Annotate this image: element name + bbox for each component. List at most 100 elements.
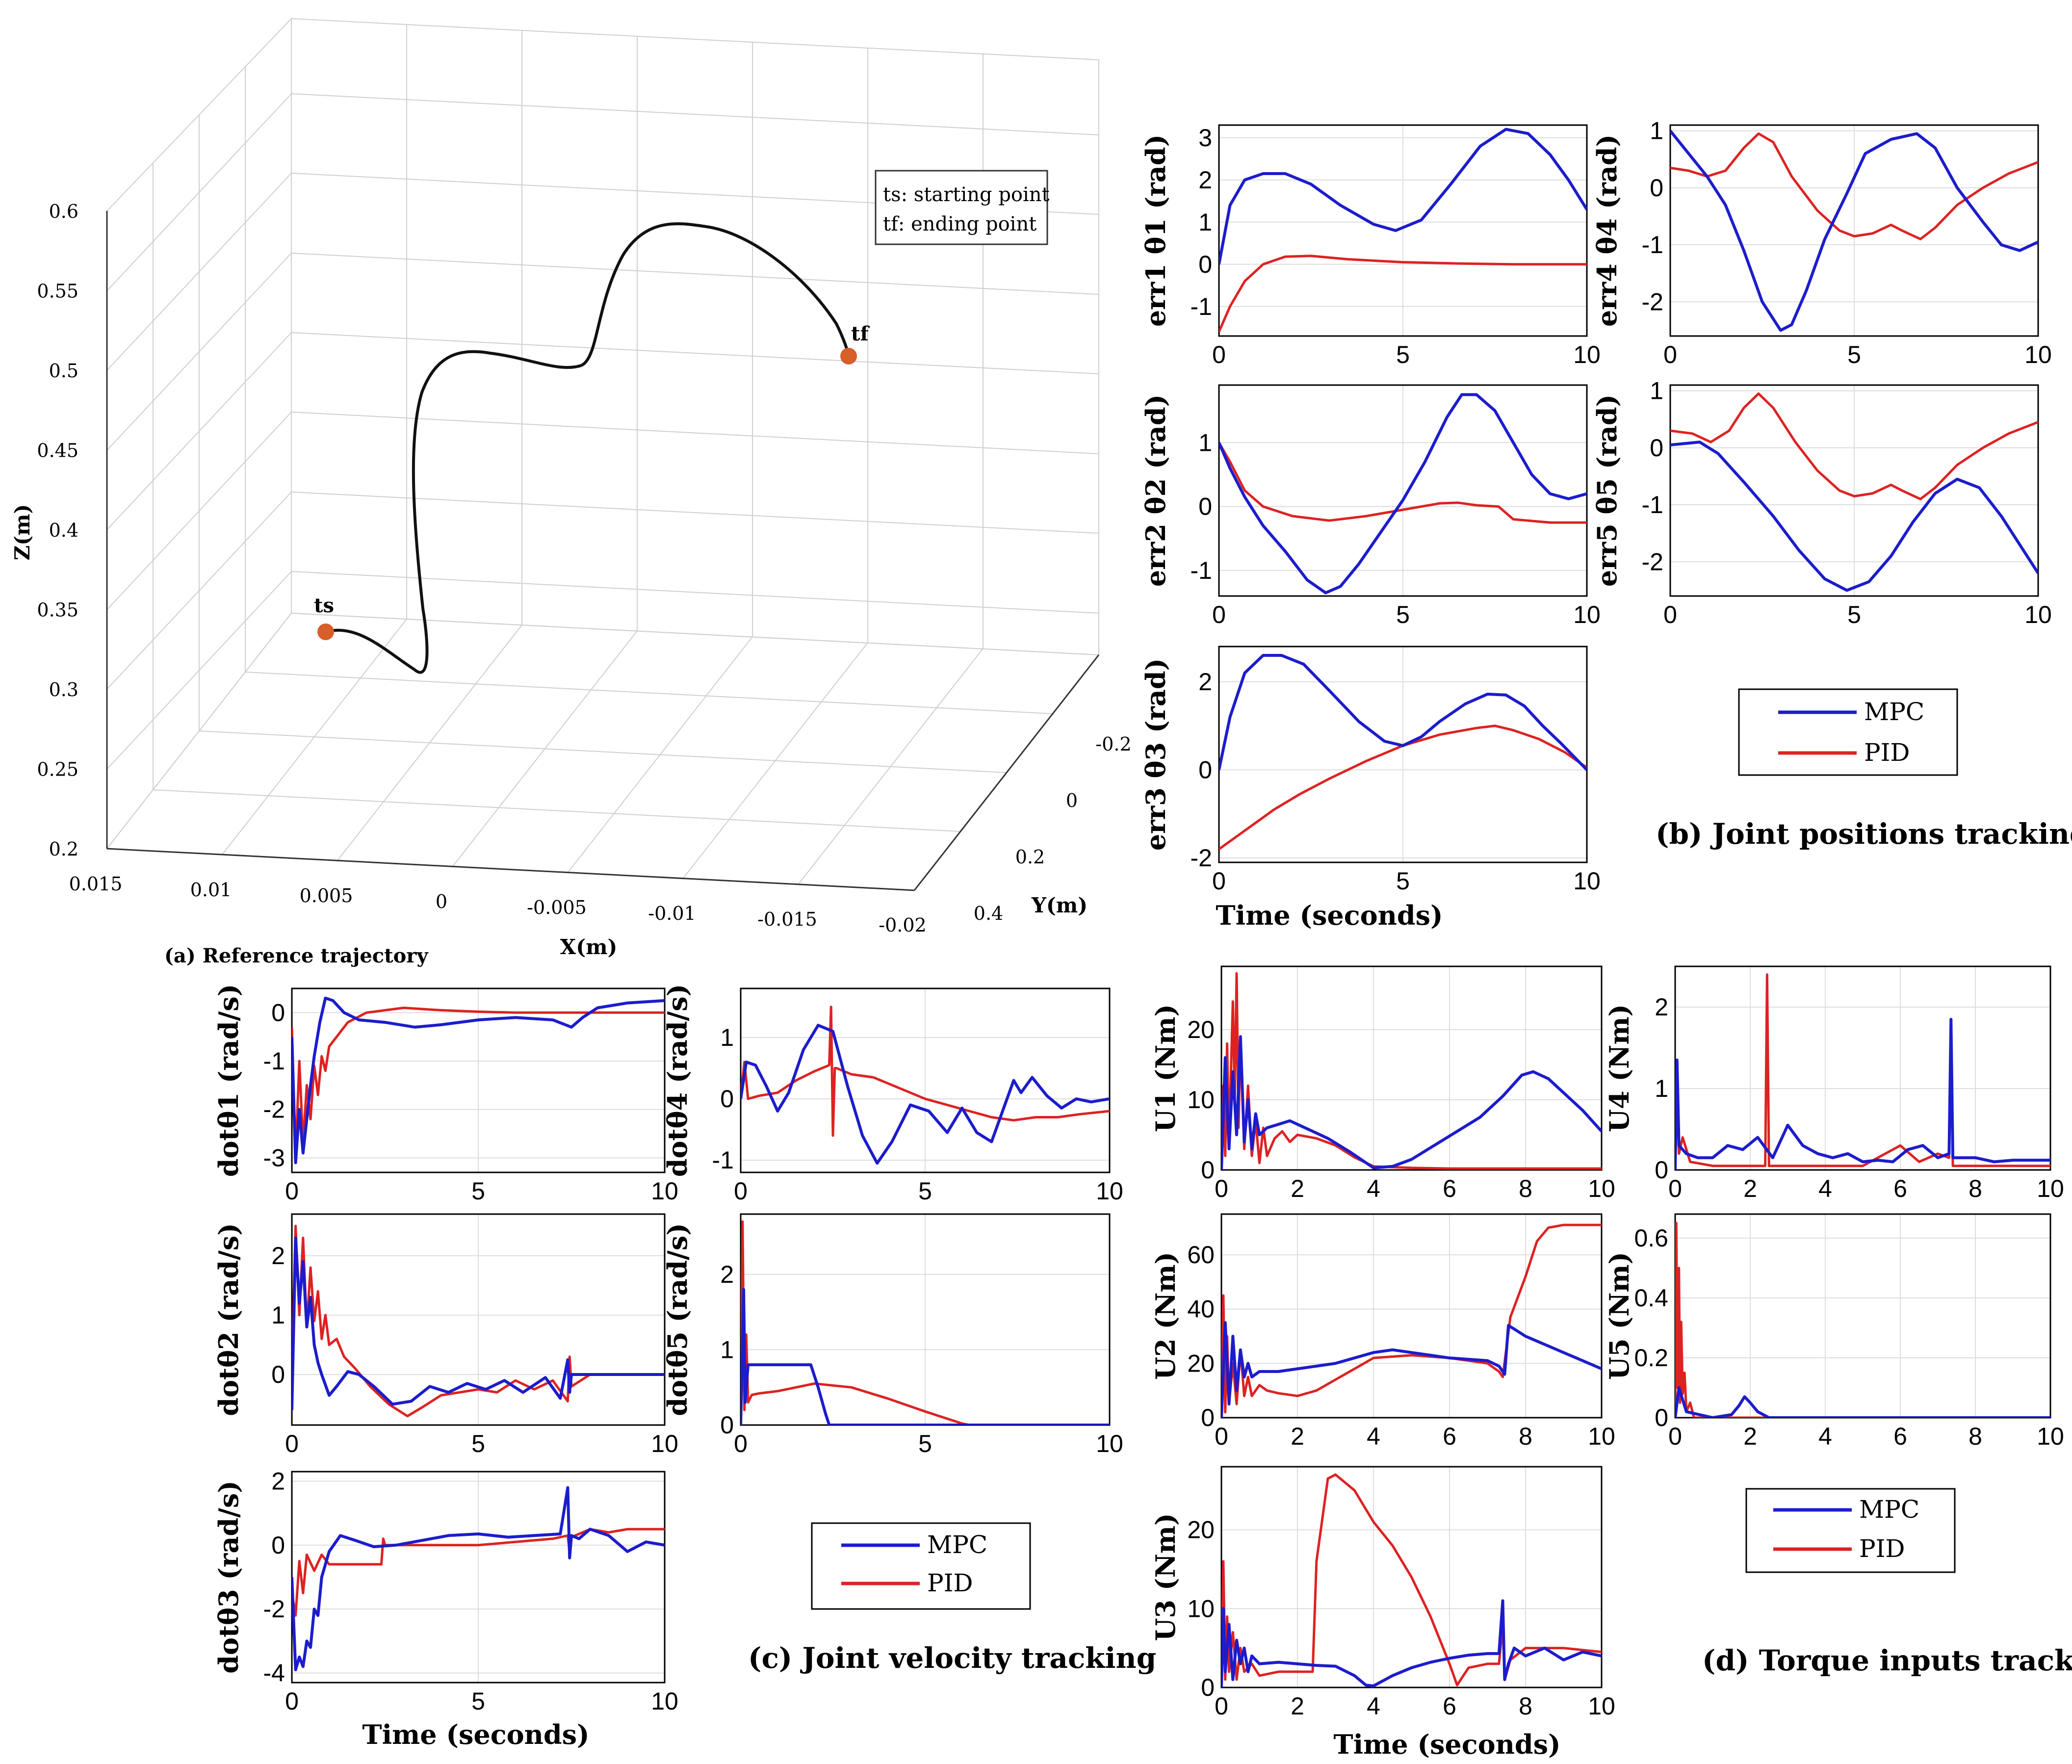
x-tick-label: 5 <box>471 1177 485 1205</box>
x-tick-label: 8 <box>1519 1175 1532 1202</box>
y-axis-label: err3 θ3 (rad) <box>1140 658 1171 851</box>
x-tick-label: 10 <box>2024 601 2052 628</box>
x-tick-label: 0 <box>1668 1175 1682 1202</box>
panel-a-legend-box <box>875 170 1048 245</box>
z-tick-label: 0.4 <box>49 519 78 541</box>
y-tick-label: 0 <box>1198 251 1212 278</box>
series-mpc-line <box>292 996 665 1165</box>
x-tick-label: 2 <box>1291 1423 1304 1450</box>
plot-frame-outline <box>1669 384 2039 597</box>
x-tick-label: 4 <box>1818 1175 1832 1202</box>
y-tick-label: 0.6 <box>1634 1224 1668 1252</box>
x-tick-label: 10 <box>651 1687 678 1715</box>
z-tick-label: 0.5 <box>49 360 78 382</box>
y-tick-label: -2 <box>263 1595 285 1623</box>
plot-frame-outline <box>1674 965 2051 1171</box>
y-axis-label: dotθ4 (rad/s) <box>662 984 693 1177</box>
y-axis-label: U1 (Nm) <box>1150 1004 1181 1132</box>
series-mpc-line <box>1221 1321 1602 1418</box>
x-tick-label: 6 <box>1893 1175 1907 1202</box>
x-tick-label: 10 <box>651 1430 678 1457</box>
y-tick-label: -2 <box>1191 844 1212 872</box>
x-tick-label: 2 <box>1291 1175 1304 1202</box>
y-tick-label: 0 <box>271 999 285 1026</box>
series-pid-line <box>1675 1221 2050 1418</box>
y-tick-label: -1 <box>712 1146 734 1174</box>
time-label-d: Time (seconds) <box>1333 1729 1560 1760</box>
time-label-c: Time (seconds) <box>362 1719 589 1750</box>
x-tick-label: 4 <box>1367 1175 1380 1202</box>
y-tick-labels: -0.2 0 0.2 0.4 <box>974 733 1132 924</box>
legend-line-end: tf: ending point <box>883 213 1036 235</box>
series-pid-line <box>292 1224 665 1418</box>
x-tick-label: 6 <box>1443 1692 1456 1720</box>
legend-b: MPC PID <box>1738 688 1958 776</box>
x-tick-label: 0 <box>285 1687 299 1715</box>
series-mpc-line <box>292 1486 665 1671</box>
x-tick-label: 10 <box>1573 341 1601 368</box>
plot-frame <box>1220 1213 1603 1419</box>
y-tick-label: 0 <box>1655 1404 1668 1431</box>
back-wall-hgrid <box>291 93 1099 614</box>
y-tick-label: 2 <box>720 1261 734 1288</box>
legend-b-mpc-label: MPC <box>1864 698 1924 726</box>
x-tick-label: 10 <box>2037 1175 2064 1202</box>
legend-c: MPC PID <box>811 1522 1031 1610</box>
end-point-marker <box>840 348 857 364</box>
y-tick-label: 0 <box>720 1411 734 1439</box>
x-tick-label: 10 <box>1573 601 1601 628</box>
y-tick-label: 40 <box>1187 1296 1215 1323</box>
caption-c: (c) Joint velocity tracking <box>748 1641 1156 1675</box>
x-tick-label: 10 <box>1588 1175 1615 1202</box>
plot-frame-outline <box>291 1213 666 1426</box>
x-tick-label: 10 <box>1096 1177 1123 1205</box>
y-axis-label: err5 θ5 (rad) <box>1591 394 1623 587</box>
x-tick-label: 0.005 <box>300 885 353 907</box>
x-tick-label: 5 <box>471 1430 485 1457</box>
y-tick-label: 60 <box>1187 1241 1215 1269</box>
x-tick-label: 0 <box>1212 341 1226 368</box>
y-tick-label: 1 <box>1650 377 1663 405</box>
y-axis-label: U4 (Nm) <box>1604 1004 1635 1132</box>
y-tick-label: 0 <box>1198 493 1212 520</box>
y-tick-label: -1 <box>1642 231 1663 259</box>
y-tick-label: -2 <box>1642 548 1663 575</box>
subplot-err5: 0 5 10 -2 -1 0 1 err5 θ5 (rad) <box>1591 377 2052 628</box>
series-mpc-line <box>1219 128 1587 265</box>
series-pid-line <box>1219 442 1587 524</box>
series-pid-line <box>1670 392 2038 500</box>
plot-frame-outline <box>1218 124 1588 337</box>
y-tick-label: 1 <box>1650 117 1663 145</box>
x-tick-label: 2 <box>1743 1175 1757 1202</box>
y-tick-label: 2 <box>271 1242 285 1270</box>
y-tick-label: -2 <box>263 1096 285 1123</box>
x-tick-label: -0.005 <box>527 897 587 918</box>
y-axis-label: dotθ2 (rad/s) <box>213 1223 244 1416</box>
y-tick-label: 0 <box>1201 1156 1215 1184</box>
x-tick-label: 8 <box>1519 1692 1532 1720</box>
y-tick-label: 0 <box>1650 434 1663 462</box>
x-tick-label: 4 <box>1818 1423 1832 1450</box>
time-label-b: Time (seconds) <box>1216 900 1443 931</box>
subplot-err4: 0 5 10 -2 -1 0 1 err4 θ4 (rad) <box>1591 117 2052 368</box>
x-tick-label: 8 <box>1968 1175 1982 1202</box>
y-tick-label: 2 <box>1655 993 1668 1021</box>
legend-line-start: ts: starting point <box>883 183 1050 206</box>
y-tick-label: 1 <box>1198 429 1212 456</box>
y-axis <box>913 654 1100 891</box>
x-tick-label: -0.01 <box>648 903 696 924</box>
series-mpc-line <box>1219 393 1587 595</box>
series-mpc-line <box>741 1024 1110 1165</box>
x-tick-label: 10 <box>2024 341 2052 368</box>
x-tick-label: 0 <box>1212 601 1226 628</box>
z-tick-label: 0.35 <box>37 599 78 621</box>
z-tick-label: 0.55 <box>37 281 78 302</box>
series-mpc-line <box>1670 441 2038 592</box>
legend-c-box <box>811 1522 1031 1610</box>
